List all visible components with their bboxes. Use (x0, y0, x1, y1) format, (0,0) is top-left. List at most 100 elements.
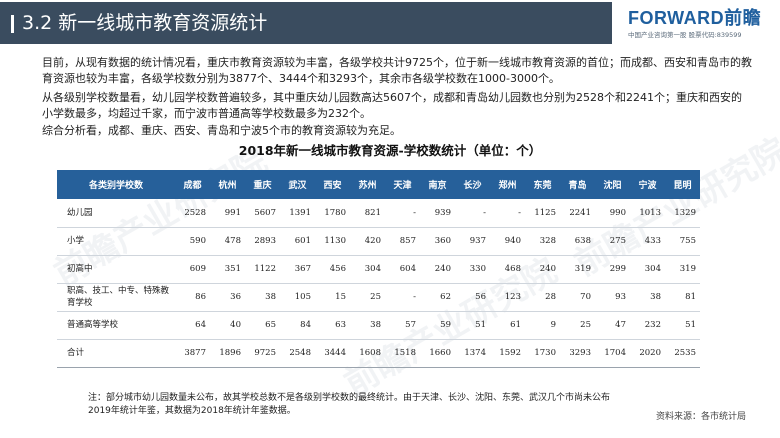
table-cell: 1518 (385, 339, 420, 368)
table-cell: 240 (420, 255, 455, 284)
table-cell: 2548 (280, 339, 315, 368)
corner-header: 各类别学校数 (57, 170, 175, 199)
table-cell: 367 (280, 255, 315, 284)
header: 3.2 新一线城市教育资源统计 FORWARD前瞻 中国产业咨询第一股 股票代码… (0, 0, 780, 46)
table-cell: 84 (280, 311, 315, 340)
table-cell: 330 (455, 255, 490, 284)
table-row: 普通高等学校 64 40 65 84 63 38 57 59 51 61 9 25 47 232 51 (57, 311, 700, 340)
table-cell: 351 (210, 255, 245, 284)
table-cell: 456 (315, 255, 350, 284)
table-cell: 3877 (175, 339, 210, 368)
title-accent-bar (11, 15, 14, 33)
footnote: 注：部分城市幼儿园数量未公布，故其学校总数不是各级别学校数的最终统计。由于天津、… (88, 393, 611, 416)
paragraph-conclusion: 综合分析看，成都、重庆、西安、青岛和宁波5个市的教育资源较为充足。 (42, 124, 401, 137)
table-cell: 9 (525, 311, 560, 340)
table-cell: 991 (210, 199, 245, 228)
table-cell: 56 (455, 283, 490, 312)
city-header: 西安 (315, 170, 350, 199)
table-cell: 1374 (455, 339, 490, 368)
row-label: 小学 (57, 227, 175, 256)
table-cell: 3293 (560, 339, 595, 368)
table-cell: 15 (315, 283, 350, 312)
row-label: 幼儿园 (57, 199, 175, 228)
row-label: 普通高等学校 (57, 311, 175, 340)
table-cell: 420 (350, 227, 385, 256)
table-cell: 232 (630, 311, 665, 340)
forward-logo: FORWARD前瞻 中国产业咨询第一股 股票代码:839599 (628, 8, 773, 40)
table-cell: 2893 (245, 227, 280, 256)
table-body: 幼儿园 2528 991 5607 1391 1780 821-939- -1125 2241 9… (57, 199, 700, 368)
table-cell: 9725 (245, 339, 280, 368)
table-cell: 62 (420, 283, 455, 312)
table-row: 合计 3877 1896 9725 2548 3444 1608 1518 1660 1374 15… (57, 339, 700, 368)
table-cell: 1329 (665, 199, 700, 228)
table-cell: 638 (560, 227, 595, 256)
city-header: 成都 (175, 170, 210, 199)
table-cell: 1122 (245, 255, 280, 284)
table-cell: 2528 (175, 199, 210, 228)
table-cell: 1780 (315, 199, 350, 228)
table-cell: 57 (385, 311, 420, 340)
table-cell: 1608 (350, 339, 385, 368)
table-cell: 601 (280, 227, 315, 256)
table-cell: - (385, 283, 420, 312)
table-cell: 2020 (630, 339, 665, 368)
table-cell: 51 (665, 311, 700, 340)
table-cell: 28 (525, 283, 560, 312)
table-cell: 304 (350, 255, 385, 284)
table-cell: 81 (665, 283, 700, 312)
school-count-table: 各类别学校数 成都 杭州 重庆 武汉 西安 苏州 天津 南京 长沙 郑州 东莞 … (57, 170, 700, 368)
table-cell: 123 (490, 283, 525, 312)
city-header: 苏州 (350, 170, 385, 199)
logo-text: FORWARD前瞻 (628, 8, 762, 28)
table-cell: 1704 (595, 339, 630, 368)
table-cell: 61 (490, 311, 525, 340)
table-cell: 5607 (245, 199, 280, 228)
logo-subtitle: 中国产业咨询第一股 股票代码:839599 (628, 31, 742, 39)
paragraph-school-levels: 从各级别学校数量看，幼儿园学校数普遍较多，其中重庆幼儿园数高达5607个，成都和… (42, 91, 742, 120)
table-cell: 70 (560, 283, 595, 312)
city-header: 长沙 (455, 170, 490, 199)
table-cell: 1130 (315, 227, 350, 256)
table-cell: 93 (595, 283, 630, 312)
table-cell: 821 (350, 199, 385, 228)
table-cell: 857 (385, 227, 420, 256)
table-cell: 47 (595, 311, 630, 340)
table-cell: 3444 (315, 339, 350, 368)
table-title: 2018年新一线城市教育资源-学校数统计（单位：个） (238, 143, 542, 158)
table-header-row: 各类别学校数 成都 杭州 重庆 武汉 西安 苏州 天津 南京 长沙 郑州 东莞 … (57, 170, 700, 199)
city-header: 青岛 (560, 170, 595, 199)
table-cell: 1730 (525, 339, 560, 368)
table-row: 小学 590 478 2893 601 1130 420 857 360 937 940 328 638… (57, 227, 700, 256)
city-header: 杭州 (210, 170, 245, 199)
table-cell: 105 (280, 283, 315, 312)
city-header: 南京 (420, 170, 455, 199)
city-header: 重庆 (245, 170, 280, 199)
table-row: 职高、技工、中专、特殊教育学校 86 36 38 105 15 25-62 56 123 28 70… (57, 283, 700, 312)
table-cell: 937 (455, 227, 490, 256)
table-cell: 63 (315, 311, 350, 340)
table-cell: 360 (420, 227, 455, 256)
table-cell: 1013 (630, 199, 665, 228)
table-cell: 609 (175, 255, 210, 284)
table-row: 初高中 609 351 1122 367 456 304 604 240 330 468 240 319… (57, 255, 700, 284)
table-cell: 299 (595, 255, 630, 284)
table-cell: 478 (210, 227, 245, 256)
table-cell: 38 (350, 311, 385, 340)
table-row: 幼儿园 2528 991 5607 1391 1780 821-939- -1125 2241 9… (57, 199, 700, 228)
table-cell: - (455, 199, 490, 228)
row-label: 职高、技工、中专、特殊教育学校 (57, 283, 175, 312)
table-cell: 86 (175, 283, 210, 312)
table-cell: 433 (630, 227, 665, 256)
table-cell: 940 (490, 227, 525, 256)
city-header: 天津 (385, 170, 420, 199)
table-cell: 51 (455, 311, 490, 340)
city-header: 武汉 (280, 170, 315, 199)
data-source: 资料来源：各市统计局 (656, 412, 747, 422)
city-header: 郑州 (490, 170, 525, 199)
table-cell: 38 (630, 283, 665, 312)
paragraph-overview: 目前，从现有数据的统计情况看，重庆市教育资源较为丰富，各级学校共计9725个，位… (42, 56, 752, 85)
city-header: 宁波 (630, 170, 665, 199)
table-cell: - (385, 199, 420, 228)
table-cell: 275 (595, 227, 630, 256)
